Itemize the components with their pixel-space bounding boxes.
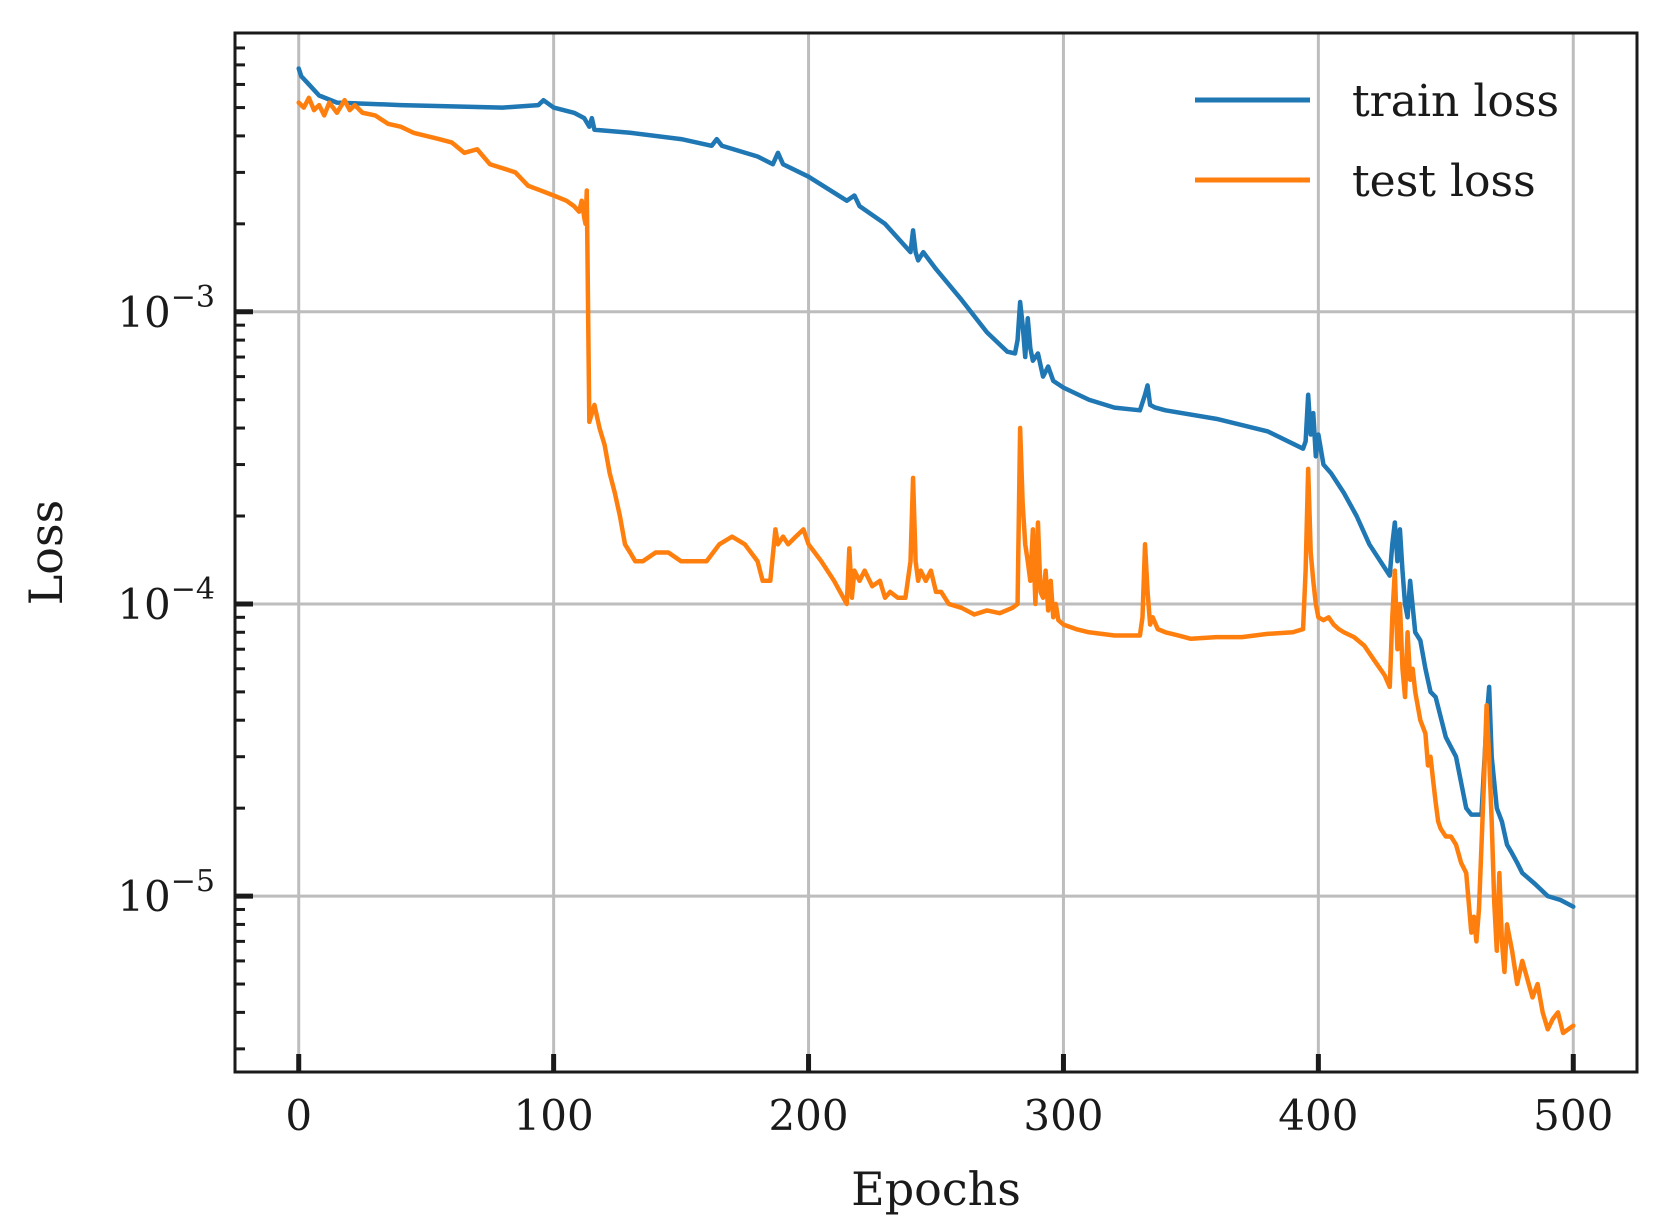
x-axis-label: Epochs [851,1162,1021,1216]
legend-label-train-loss: train loss [1352,76,1559,127]
x-tick-label: 500 [1533,1091,1613,1140]
plot-frame [233,31,1639,1074]
x-tick-label: 200 [768,1091,848,1140]
y-tick-label: 10−5 [117,864,215,921]
x-tick-label: 300 [1023,1091,1103,1140]
x-tick-label: 0 [285,1091,312,1140]
y-tick-label: 10−3 [117,280,215,337]
series-lines [296,66,1576,1036]
legend: train loss test loss [1195,76,1559,207]
series-line-train-loss [296,66,1576,909]
grid-lines [235,33,1637,1072]
legend-label-test-loss: test loss [1352,156,1536,207]
series-line-test-loss [296,95,1576,1036]
x-tick-label: 400 [1278,1091,1358,1140]
x-tick-label: 100 [514,1091,594,1140]
axis-ticks [235,46,1576,1072]
y-axis-label: Loss [19,500,73,605]
tick-labels: 0 100 200 300 400 500 10−3 10−4 10−5 [117,280,1613,1140]
y-tick-label: 10−4 [117,572,215,629]
